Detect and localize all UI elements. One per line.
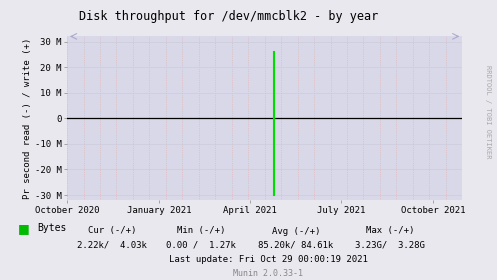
Text: Last update: Fri Oct 29 00:00:19 2021: Last update: Fri Oct 29 00:00:19 2021 — [169, 255, 368, 263]
Text: Max (-/+): Max (-/+) — [366, 227, 414, 235]
Text: ■: ■ — [17, 222, 29, 235]
Text: 3.23G/  3.28G: 3.23G/ 3.28G — [355, 241, 425, 249]
Text: 2.22k/  4.03k: 2.22k/ 4.03k — [77, 241, 147, 249]
Y-axis label: Pr second read (-) / write (+): Pr second read (-) / write (+) — [23, 38, 32, 199]
Text: Munin 2.0.33-1: Munin 2.0.33-1 — [234, 269, 303, 277]
Text: Disk throughput for /dev/mmcblk2 - by year: Disk throughput for /dev/mmcblk2 - by ye… — [79, 10, 378, 23]
Text: 85.20k/ 84.61k: 85.20k/ 84.61k — [258, 241, 333, 249]
Text: 0.00 /  1.27k: 0.00 / 1.27k — [166, 241, 236, 249]
Text: Cur (-/+): Cur (-/+) — [87, 227, 136, 235]
Text: Min (-/+): Min (-/+) — [177, 227, 226, 235]
Text: RRDTOOL / TOBI OETIKER: RRDTOOL / TOBI OETIKER — [485, 65, 491, 159]
Text: Bytes: Bytes — [37, 223, 67, 233]
Text: Avg (-/+): Avg (-/+) — [271, 227, 320, 235]
